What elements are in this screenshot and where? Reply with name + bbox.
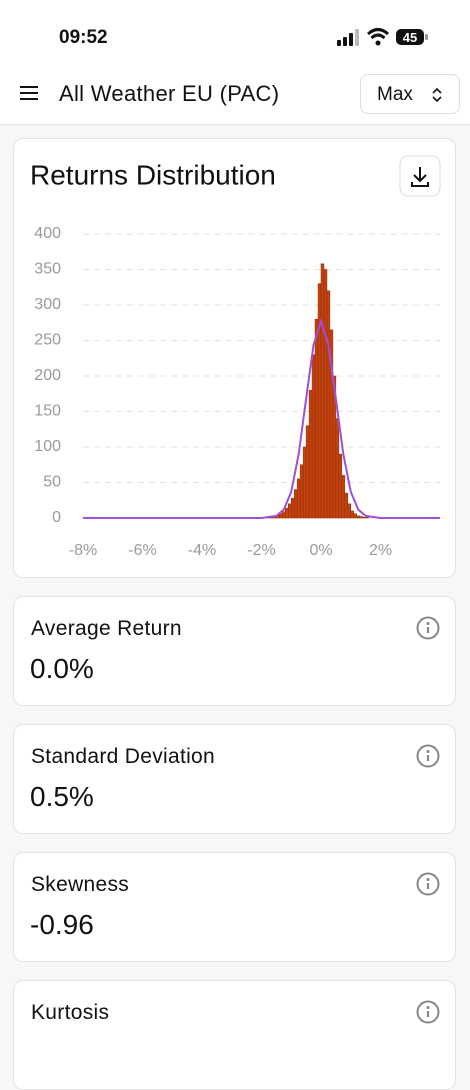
histogram-bar	[296, 478, 301, 519]
histogram-bar	[314, 318, 319, 519]
portfolio-title: All Weather EU (PAC)	[59, 81, 280, 106]
histogram-bar	[350, 510, 354, 519]
x-tick-label: -6%	[128, 542, 156, 559]
x-tick-label: -4%	[188, 542, 216, 559]
histogram-bar	[282, 511, 286, 519]
download-button[interactable]	[399, 155, 441, 197]
y-tick-label: 200	[34, 367, 61, 384]
histogram-bar	[279, 513, 283, 519]
info-button[interactable]	[415, 999, 441, 1025]
histogram-bar	[317, 283, 322, 519]
histogram-bar	[311, 354, 316, 519]
x-tick-label: -2%	[247, 542, 275, 559]
stat-card: Average Return 0.0%	[13, 596, 456, 706]
histogram-bar	[308, 389, 313, 519]
y-tick-label: 0	[52, 509, 61, 526]
range-select[interactable]: Max	[360, 74, 460, 114]
histogram-bar	[365, 517, 369, 519]
histogram-bar	[326, 290, 331, 519]
histogram-bar	[338, 453, 343, 519]
histogram-bar	[291, 497, 295, 519]
stat-value: 0.5%	[30, 781, 94, 812]
stat-label: Standard Deviation	[31, 745, 216, 768]
y-tick-label: 150	[34, 403, 61, 420]
histogram-bar	[305, 425, 310, 519]
range-value: Max	[377, 84, 413, 105]
x-tick-label: -8%	[69, 542, 97, 559]
top-bar: All Weather EU (PAC) Max	[0, 64, 470, 125]
info-button[interactable]	[415, 871, 441, 897]
y-tick-label: 350	[34, 261, 61, 278]
histogram-bar	[302, 446, 307, 519]
histogram-bar	[299, 464, 304, 519]
histogram-bar	[335, 418, 340, 519]
histogram-bar	[285, 507, 289, 519]
histogram-bar	[344, 492, 349, 519]
histogram-bar	[353, 513, 357, 519]
histogram-bar	[288, 503, 292, 519]
y-tick-label: 300	[34, 296, 61, 313]
histogram-bar	[356, 515, 360, 519]
stat-label: Skewness	[31, 873, 130, 896]
histogram-bar	[362, 517, 366, 519]
menu-button[interactable]	[20, 85, 40, 101]
x-tick-label: 2%	[369, 542, 392, 559]
stat-label: Average Return	[31, 617, 182, 640]
histogram-bar	[323, 269, 328, 519]
stat-card: Skewness -0.96	[13, 852, 456, 962]
chart-card: Returns Distribution 0 50 100 150 200 250 300 3…	[13, 138, 456, 578]
select-chevron	[432, 87, 442, 103]
stat-label: Kurtosis	[31, 1001, 110, 1024]
chart: Returns Distribution 0 50 100 150 200 250 300 3…	[30, 155, 441, 559]
histogram-bar	[341, 475, 346, 519]
histogram-bar	[293, 489, 298, 519]
histogram-bar	[320, 263, 325, 519]
chart-title: Returns Distribution	[30, 159, 276, 190]
normal-curve	[83, 318, 440, 519]
stat-card: Standard Deviation 0.5%	[13, 724, 456, 834]
clock: 09:52	[59, 27, 108, 48]
histogram-bar	[359, 516, 363, 519]
stat-value: 0.0%	[30, 653, 94, 684]
y-tick-label: 400	[34, 225, 61, 242]
status-bar: 09:52 45	[0, 0, 470, 64]
y-tick-label: 250	[34, 332, 61, 349]
battery-level: 45	[403, 30, 417, 45]
y-tick-label: 100	[34, 438, 61, 455]
info-button[interactable]	[415, 743, 441, 769]
info-button[interactable]	[415, 615, 441, 641]
status-icons: 45	[337, 28, 428, 46]
stat-value: -0.96	[30, 909, 94, 940]
y-tick-label: 50	[43, 474, 61, 491]
stat-card: Kurtosis	[13, 980, 456, 1090]
x-tick-label: 0%	[309, 542, 332, 559]
histogram-bar	[347, 503, 351, 519]
